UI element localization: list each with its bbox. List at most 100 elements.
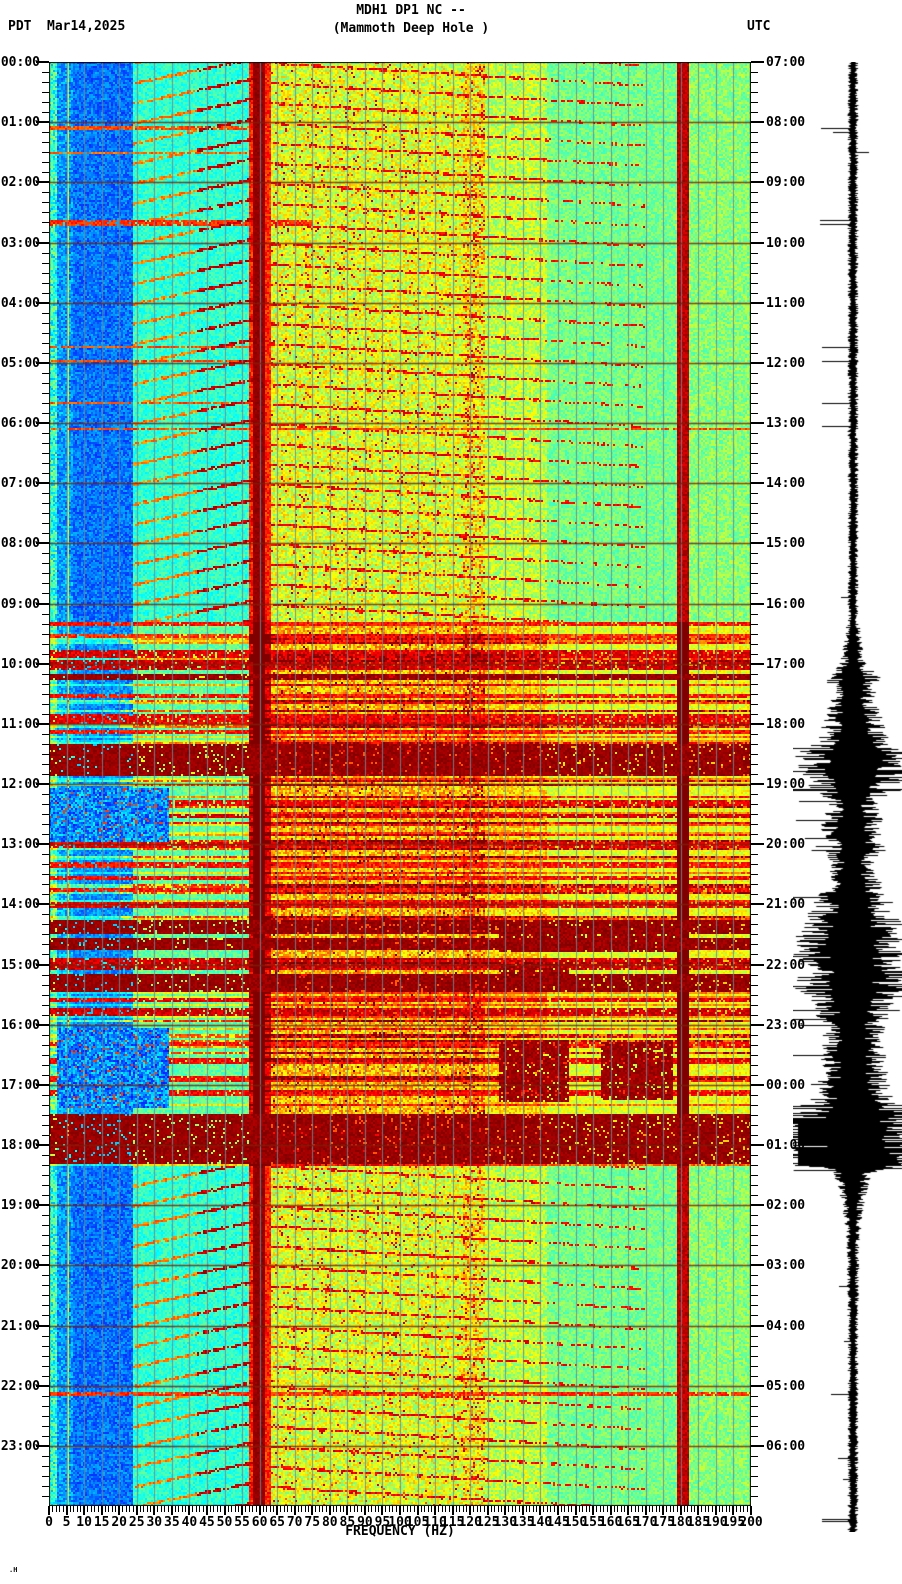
freq-minor-tick	[666, 1506, 668, 1512]
right-hour-label: 03:00	[766, 1258, 806, 1274]
right-hour-tick	[751, 1144, 764, 1146]
left-minor-tick	[42, 1305, 49, 1307]
freq-minor-tick	[150, 1506, 152, 1512]
freq-minor-tick	[238, 1506, 240, 1512]
freq-minor-tick	[490, 1506, 492, 1512]
right-minor-tick	[751, 1124, 758, 1126]
seismogram-trace-canvas	[793, 62, 902, 1532]
freq-minor-tick	[301, 1506, 303, 1512]
right-minor-tick	[751, 573, 758, 575]
left-minor-tick	[42, 372, 49, 374]
freq-tick-label: 190	[704, 1515, 728, 1530]
freq-minor-tick	[143, 1506, 145, 1512]
freq-minor-tick	[550, 1506, 552, 1512]
freq-minor-tick	[129, 1506, 131, 1512]
freq-minor-tick	[567, 1506, 569, 1512]
freq-minor-tick	[624, 1506, 626, 1512]
left-hour-label: 03:00	[0, 235, 40, 251]
right-minor-tick	[751, 854, 758, 856]
freq-minor-tick	[59, 1506, 61, 1512]
left-minor-tick	[42, 392, 49, 394]
freq-tick-label: 175	[651, 1515, 675, 1530]
freq-minor-tick	[73, 1506, 75, 1512]
left-minor-tick	[42, 1315, 49, 1317]
freq-minor-tick	[216, 1506, 218, 1512]
freq-minor-tick	[589, 1506, 591, 1512]
timezone-right-label: UTC	[747, 19, 771, 34]
left-minor-tick	[42, 1044, 49, 1046]
freq-minor-tick	[111, 1506, 113, 1512]
left-minor-tick	[42, 1485, 49, 1487]
freq-major-tick	[451, 1506, 454, 1515]
freq-tick-label: 80	[321, 1515, 338, 1530]
freq-minor-tick	[392, 1506, 394, 1512]
right-minor-tick	[751, 994, 758, 996]
right-minor-tick	[751, 1104, 758, 1106]
freq-major-tick	[100, 1506, 103, 1515]
right-minor-tick	[751, 1175, 758, 1177]
freq-tick-label: 135	[511, 1515, 535, 1530]
freq-minor-tick	[634, 1506, 636, 1512]
right-minor-tick	[751, 713, 758, 715]
right-minor-tick	[751, 392, 758, 394]
right-minor-tick	[751, 1285, 758, 1287]
right-hour-tick	[751, 301, 764, 304]
freq-minor-tick	[378, 1506, 380, 1512]
left-minor-tick	[42, 794, 49, 796]
freq-minor-tick	[287, 1506, 289, 1512]
freq-tick-label: 110	[423, 1515, 447, 1530]
freq-minor-tick	[315, 1506, 317, 1512]
freq-tick-label: 140	[528, 1515, 553, 1530]
right-hour-label: 15:00	[766, 536, 806, 552]
freq-minor-tick	[441, 1506, 443, 1512]
left-minor-tick	[42, 954, 49, 956]
right-minor-tick	[751, 623, 758, 625]
freq-minor-tick	[546, 1506, 548, 1512]
freq-minor-tick	[385, 1506, 387, 1512]
freq-tick-label: 20	[111, 1515, 128, 1530]
left-minor-tick	[42, 222, 49, 224]
right-minor-tick	[751, 1245, 758, 1247]
right-minor-tick	[751, 653, 758, 655]
right-minor-tick	[751, 884, 758, 886]
left-minor-tick	[42, 312, 49, 314]
left-minor-tick	[42, 1235, 49, 1237]
right-minor-tick	[751, 352, 758, 354]
right-minor-tick	[751, 443, 758, 445]
left-minor-tick	[42, 653, 49, 655]
freq-minor-tick	[571, 1506, 573, 1512]
freq-minor-tick	[262, 1506, 264, 1512]
freq-minor-tick	[403, 1506, 404, 1512]
freq-minor-tick	[374, 1506, 376, 1512]
left-minor-tick	[42, 172, 49, 174]
left-hour-label: 01:00	[0, 115, 40, 131]
freq-minor-tick	[582, 1506, 584, 1512]
right-hour-label: 13:00	[766, 416, 806, 431]
right-minor-tick	[751, 142, 758, 144]
left-hour-label: 18:00	[0, 1138, 40, 1153]
left-minor-tick	[42, 804, 49, 806]
right-minor-tick	[751, 102, 758, 104]
right-minor-tick	[751, 382, 758, 384]
left-minor-tick	[42, 733, 49, 735]
freq-minor-tick	[336, 1506, 338, 1512]
left-minor-tick	[42, 352, 49, 354]
right-hour-tick	[751, 783, 764, 785]
freq-major-tick	[714, 1506, 717, 1515]
freq-minor-tick	[631, 1506, 633, 1512]
freq-minor-tick	[318, 1506, 320, 1512]
left-minor-tick	[42, 1215, 49, 1217]
freq-tick-label: 100	[388, 1515, 412, 1530]
freq-minor-tick	[641, 1506, 643, 1512]
right-minor-tick	[751, 673, 758, 675]
right-minor-tick	[751, 312, 758, 314]
left-minor-tick	[42, 513, 49, 515]
freq-minor-tick	[578, 1506, 580, 1512]
freq-major-tick	[258, 1506, 261, 1515]
right-hour-tick	[751, 61, 764, 63]
left-minor-tick	[42, 1034, 49, 1036]
left-hour-tick	[36, 722, 49, 725]
freq-tick-label: 40	[181, 1515, 198, 1530]
freq-major-tick	[574, 1506, 577, 1515]
freq-minor-tick	[245, 1506, 247, 1512]
